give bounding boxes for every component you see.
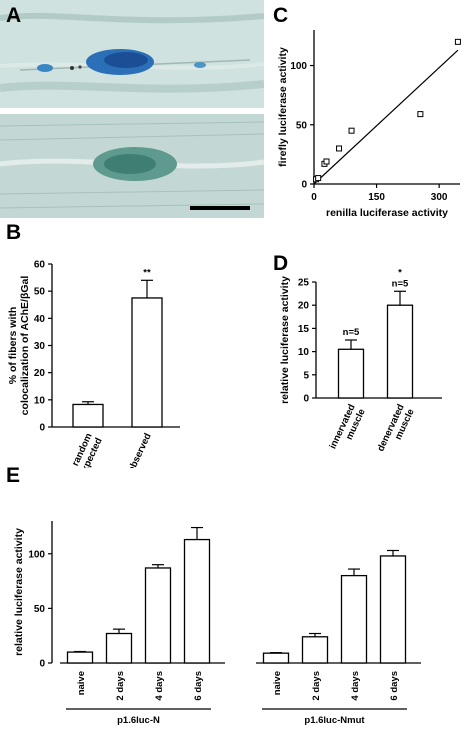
bar <box>66 651 94 664</box>
significance-label: ** <box>143 267 151 278</box>
category-label: 6 days <box>389 671 400 701</box>
y-axis-label: % of fibers withcolocalization of AChE/β… <box>7 276 31 416</box>
x-axis-label: renilla luciferase activity <box>326 207 448 219</box>
category-label: 4 days <box>350 671 361 701</box>
category-label: observed <box>126 431 154 468</box>
category-label: randomexpected <box>67 431 104 468</box>
micrograph-bottom <box>0 114 264 218</box>
data-point <box>417 111 424 118</box>
y-tick-label: 100 <box>290 61 307 72</box>
y-tick-label: 50 <box>296 120 308 131</box>
panel-label-e: E <box>6 464 21 487</box>
category-label: 4 days <box>154 671 165 701</box>
y-tick-label: 100 <box>28 549 45 560</box>
x-tick-label: 300 <box>431 192 448 203</box>
group-label: p1.6luc-Nmut <box>304 715 365 726</box>
y-tick-label: 50 <box>34 287 46 298</box>
y-axis-label: relative luciferase activity <box>279 276 291 404</box>
y-tick-label: 50 <box>34 604 46 615</box>
x-tick-label: 150 <box>368 192 385 203</box>
y-tick-label: 20 <box>34 368 46 379</box>
category-label: 6 days <box>193 671 204 701</box>
data-point <box>315 175 322 182</box>
panel-label-d: D <box>273 252 289 275</box>
category-label: denervatedmuscle <box>375 402 416 457</box>
bar <box>340 574 368 664</box>
bar <box>183 538 211 664</box>
y-tick-label: 20 <box>298 301 310 312</box>
y-tick-label: 10 <box>34 395 46 406</box>
data-point <box>323 158 330 165</box>
panel-label-a: A <box>6 4 22 27</box>
bar <box>144 567 172 664</box>
fit-line <box>313 49 459 185</box>
panel-label-b: B <box>6 221 22 244</box>
group-label: p1.6luc-N <box>117 715 160 726</box>
chart-e: 0 50 100 naive 2 days 4 days 6 days p1.6luc-N na… <box>13 521 421 726</box>
y-axis-label: relative luciferase activity <box>13 528 25 656</box>
y-tick-label: 30 <box>34 341 46 352</box>
category-label: naive <box>76 671 87 695</box>
data-point <box>348 127 355 134</box>
category-label: 2 days <box>311 671 322 701</box>
category-label: naive <box>272 671 283 695</box>
annotation-label: n=5 <box>392 278 409 289</box>
data-point <box>454 38 461 45</box>
y-tick-label: 0 <box>303 394 309 405</box>
y-tick-label: 60 <box>34 260 46 271</box>
y-tick-label: 0 <box>301 180 307 191</box>
bar <box>301 636 329 664</box>
chart-c: 0 50 100 0 150 300 renilla luciferase activity… <box>277 30 461 219</box>
bar <box>131 297 163 428</box>
y-tick-label: 0 <box>39 659 45 670</box>
bar <box>262 652 290 664</box>
micrograph-top <box>0 0 264 108</box>
y-tick-label: 40 <box>34 314 46 325</box>
bar <box>337 348 365 399</box>
chart-b: 0 10 20 30 40 50 60 randomexpected observed ** % o… <box>7 260 180 468</box>
chart-d: 0 5 10 15 20 25 innervatedmuscle n=5 denervatedm… <box>279 267 442 457</box>
x-tick-label: 0 <box>311 192 317 203</box>
annotation-label: n=5 <box>343 327 360 338</box>
y-tick-label: 15 <box>298 324 310 335</box>
y-axis-label: firefly luciferase activity <box>277 47 289 167</box>
category-label: innervatedmuscle <box>327 402 367 455</box>
category-label: 2 days <box>115 671 126 701</box>
bar <box>379 555 407 664</box>
bar <box>105 632 133 664</box>
data-point <box>336 145 343 152</box>
panel-label-c: C <box>273 4 289 27</box>
y-tick-label: 10 <box>298 347 310 358</box>
y-tick-label: 5 <box>303 370 309 381</box>
bar <box>72 403 104 428</box>
bar <box>386 304 414 399</box>
y-tick-label: 0 <box>39 423 45 434</box>
annotation-label: * <box>398 267 402 278</box>
y-tick-label: 25 <box>298 278 310 289</box>
